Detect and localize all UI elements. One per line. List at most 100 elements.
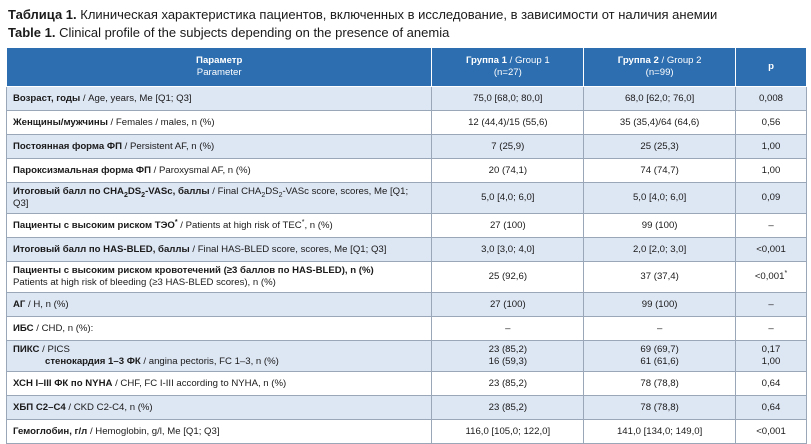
header-g1-n: (n=27) — [493, 67, 522, 78]
caption-en: Table 1. Clinical profile of the subject… — [8, 24, 803, 42]
table-row: ИБС / CHD, n (%): – – – — [5, 316, 807, 341]
tec-en-sup: * — [301, 218, 305, 226]
group1-value: 23 (85,2) — [431, 371, 585, 396]
chads-en-a: / Final CHA — [209, 186, 262, 197]
table-row: Гемоглобин, г/л / Hemoglobin, g/l, Me [Q… — [5, 419, 807, 444]
bleeding-p: <0,001 — [754, 271, 785, 282]
chads-en-sub2: 2 — [278, 191, 283, 199]
group2-value: 78 (78,8) — [583, 371, 737, 396]
header-g1-ru: Группа 1 — [465, 55, 508, 66]
param-cell: ПИКС / PICS стенокардия 1–3 ФК / angina p… — [5, 340, 433, 372]
group2-value: 74 (74,7) — [583, 158, 737, 183]
chads-ru-sub2: 2 — [141, 191, 146, 199]
param-en: / Paroxysmal AF, n (%) — [151, 164, 251, 176]
p-value: 0,17 1,00 — [735, 340, 807, 372]
group1-value: 5,0 [4,0; 6,0] — [431, 182, 585, 214]
param-en: / Persistent AF, n (%) — [121, 140, 215, 152]
table-row: Пациенты с высоким риском ТЭО* / Patient… — [5, 213, 807, 238]
param-en: / Final CHA2DS2-VASc score, scores, Me [… — [13, 186, 408, 209]
param-cell: Пациенты с высоким риском кровотечений (… — [5, 261, 433, 293]
header-g1-en: / Group 1 — [507, 55, 550, 66]
group1-value: 3,0 [3,0; 4,0] — [431, 237, 585, 262]
table-row: ХСН I–III ФК по NYHA / CHF, FC I-III acc… — [5, 371, 807, 396]
param-cell: Пациенты с высоким риском ТЭО* / Patient… — [5, 213, 433, 238]
tec-ru: Пациенты с высоким риском ТЭО — [13, 219, 175, 231]
caption-en-label: Table 1. — [8, 25, 56, 40]
table-row: Итоговый балл по CHA2DS2-VASc, баллы / F… — [5, 182, 807, 214]
group2-value: 99 (100) — [583, 213, 737, 238]
table-caption: Таблица 1. Клиническая характеристика па… — [0, 0, 811, 42]
group1-value: 7 (25,9) — [431, 134, 585, 159]
param-cell: Женщины/мужчины / Females / males, n (%) — [5, 110, 433, 135]
param-ru: ХБП С2–С4 — [13, 401, 66, 413]
table-row: Женщины/мужчины / Females / males, n (%)… — [5, 110, 807, 135]
group2-value: – — [583, 316, 737, 341]
param-ru: Итоговый балл по CHA2DS2-VASc, баллы — [13, 186, 210, 199]
param-cell: ИБС / CHD, n (%): — [5, 316, 433, 341]
group1-value: 20 (74,1) — [431, 158, 585, 183]
group2-value: 68,0 [62,0; 76,0] — [583, 86, 737, 111]
group1-value: 27 (100) — [431, 292, 585, 317]
group2-value: 99 (100) — [583, 292, 737, 317]
param-ru: Пациенты с высоким риском кровотечений (… — [13, 265, 374, 276]
param-cell: ХБП С2–С4 / CKD C2-C4, n (%) — [5, 395, 433, 420]
table-row: Постоянная форма ФП / Persistent AF, n (… — [5, 134, 807, 159]
caption-ru-label: Таблица 1. — [8, 7, 77, 22]
param-ru: Возраст, годы — [13, 92, 81, 104]
angina-ru: стенокардия 1–3 ФК — [45, 356, 141, 367]
group1-value: 75,0 [68,0; 80,0] — [431, 86, 585, 111]
chads-ru-a: Итоговый балл по CHA — [13, 186, 124, 197]
p-value: – — [735, 292, 807, 317]
header-p-label: p — [768, 61, 774, 72]
p-value: 0,64 — [735, 371, 807, 396]
param-ru: Постоянная форма ФП — [13, 140, 122, 152]
p-value: 1,00 — [735, 134, 807, 159]
header-p: p — [735, 47, 807, 87]
group2-value: 141,0 [134,0; 149,0] — [583, 419, 737, 444]
group1-value: 23 (85,2) — [431, 395, 585, 420]
p-value: <0,001 — [735, 419, 807, 444]
param-ru: Пароксизмальная форма ФП — [13, 164, 151, 176]
tec-ru-sup: * — [174, 218, 178, 226]
param-cell: ХСН I–III ФК по NYHA / CHF, FC I-III acc… — [5, 371, 433, 396]
param-en: / Patients at high risk of TEC*, n (%) — [178, 218, 333, 231]
angina-g1: 16 (59,3) — [488, 356, 528, 367]
param-en: / Final HAS-BLED score, scores, Me [Q1; … — [189, 243, 387, 255]
tec-en-b: , n (%) — [304, 219, 333, 231]
clinical-profile-table: Параметр Parameter Группа 1 / Group 1 (n=2… — [5, 47, 807, 444]
param-ru: Итоговый балл по HAS-BLED, баллы — [13, 243, 190, 255]
angina-g2: 61 (61,6) — [640, 356, 679, 367]
header-parameter: Параметр Parameter — [5, 47, 433, 87]
header-g2-ru: Группа 2 — [617, 55, 659, 66]
table-row: ПИКС / PICS стенокардия 1–3 ФК / angina p… — [5, 340, 807, 372]
chads-en-c: -VASc score, scores, Me [Q1; Q3] — [13, 186, 409, 209]
table-row: ХБП С2–С4 / CKD C2-C4, n (%) 23 (85,2) 7… — [5, 395, 807, 420]
param-ru: Пациенты с высоким риском ТЭО* — [13, 218, 178, 231]
chads-en-sub1: 2 — [261, 191, 266, 199]
param-en: / Hemoglobin, g/l, Me [Q1; Q3] — [87, 425, 220, 437]
group1-value: 12 (44,4)/15 (55,6) — [431, 110, 585, 135]
angina-p: 1,00 — [761, 356, 781, 367]
chads-ru-b: DS — [127, 186, 142, 197]
table-row: АГ / H, n (%) 27 (100) 99 (100) – — [5, 292, 807, 317]
group1-value: 23 (85,2) 16 (59,3) — [431, 340, 585, 372]
param-ru: ПИКС — [13, 344, 40, 355]
param-en: Patients at high risk of bleeding (≥3 HA… — [13, 277, 276, 288]
group2-value: 5,0 [4,0; 6,0] — [583, 182, 737, 214]
param-ru: ИБС — [13, 322, 34, 334]
chads-ru-sub1: 2 — [123, 191, 128, 199]
param-en: / H, n (%) — [25, 298, 69, 310]
table-row: Пароксизмальная форма ФП / Paroxysmal AF… — [5, 158, 807, 183]
group2-value: 2,0 [2,0; 3,0] — [583, 237, 737, 262]
param-cell: Гемоглобин, г/л / Hemoglobin, g/l, Me [Q… — [5, 419, 433, 444]
p-value: – — [735, 316, 807, 341]
param-cell: Постоянная форма ФП / Persistent AF, n (… — [5, 134, 433, 159]
param-ru: Гемоглобин, г/л — [13, 425, 88, 437]
param-en: / CHF, FC I-III according to NYHA, n (%) — [112, 377, 287, 389]
group1-value: 25 (92,6) — [431, 261, 585, 293]
caption-en-text: Clinical profile of the subjects dependi… — [55, 25, 450, 40]
table-row: Возраст, годы / Age, years, Me [Q1; Q3] … — [5, 86, 807, 111]
param-en: / PICS — [39, 344, 70, 355]
param-ru: АГ — [13, 298, 26, 310]
piks-p: 0,17 — [761, 344, 781, 355]
